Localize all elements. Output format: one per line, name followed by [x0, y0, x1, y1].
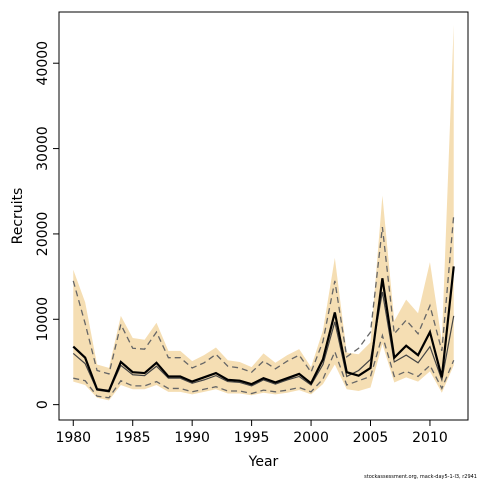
x-tick-label: 1995	[234, 430, 270, 446]
x-tick-label: 1980	[55, 430, 91, 446]
y-tick-label: 30000	[35, 126, 51, 171]
x-tick-label: 2000	[293, 430, 329, 446]
x-tick-label: 1990	[174, 430, 210, 446]
x-axis-title: Year	[248, 454, 279, 470]
y-tick-label: 0	[35, 400, 51, 409]
y-axis-title: Recruits	[10, 188, 26, 245]
x-tick-label: 1985	[115, 430, 151, 446]
y-tick-label: 40000	[35, 41, 51, 86]
lower-dashed-line	[73, 333, 455, 399]
estimate-line	[72, 266, 455, 393]
x-axis: 1980 1985 1990 1995 2000 2005 2010	[55, 420, 448, 446]
confidence-band	[73, 24, 454, 401]
x-tick-label: 2010	[412, 430, 448, 446]
upper-dashed-line	[72, 215, 455, 375]
footer-note: stockassessment.org, mack-day5-1-l3, r29…	[364, 474, 477, 480]
plot-frame	[58, 11, 469, 421]
y-tick-label: 10000	[35, 297, 51, 342]
x-tick-label: 2005	[353, 430, 389, 446]
y-tick-label: 20000	[35, 212, 51, 257]
y-axis: 0 10000 20000 30000 40000	[35, 41, 59, 409]
